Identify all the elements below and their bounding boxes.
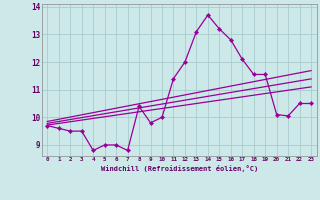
X-axis label: Windchill (Refroidissement éolien,°C): Windchill (Refroidissement éolien,°C) [100, 165, 258, 172]
